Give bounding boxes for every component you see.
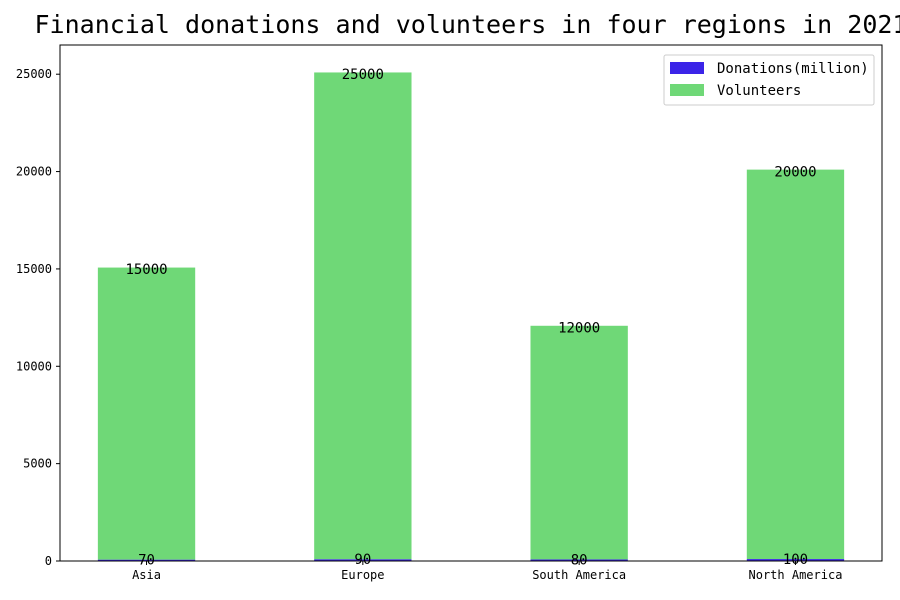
x-tick-label-2: South America xyxy=(532,568,626,582)
data-label-donations-2: 80 xyxy=(571,552,588,568)
legend-swatch-1 xyxy=(670,84,704,96)
legend: Donations(million) Volunteers xyxy=(663,54,875,106)
data-label-volunteers-3: 20000 xyxy=(774,165,816,181)
chart-title: Financial donations and volunteers in fo… xyxy=(34,10,900,39)
data-label-volunteers-0: 15000 xyxy=(125,262,167,278)
data-label-donations-1: 90 xyxy=(354,552,371,568)
bar-volunteers-0 xyxy=(97,267,196,560)
y-tick-label-5: 25000 xyxy=(16,67,52,81)
y-tick-label-1: 5000 xyxy=(23,457,52,471)
x-tick-label-3: North America xyxy=(749,568,843,582)
y-tick-label-3: 15000 xyxy=(16,262,52,276)
legend-box xyxy=(663,54,875,106)
plot-frame xyxy=(59,44,883,562)
bar-volunteers-3 xyxy=(746,169,845,560)
bar-volunteers-2 xyxy=(530,325,628,560)
data-label-donations-3: 100 xyxy=(783,552,808,568)
axes-layer: Asia Europe South America North America 0 500… xyxy=(16,67,843,582)
data-label-volunteers-2: 12000 xyxy=(558,320,600,336)
legend-swatch-0 xyxy=(670,62,704,74)
data-label-volunteers-1: 25000 xyxy=(342,67,384,83)
bar-volunteers-1 xyxy=(314,72,412,560)
y-tick-label-2: 10000 xyxy=(16,359,52,373)
bar-donations-3 xyxy=(746,559,845,561)
bars-layer xyxy=(97,72,845,561)
bar-donations-2 xyxy=(530,559,628,561)
legend-label-1: Volunteers xyxy=(717,83,801,99)
x-tick-label-1: Europe xyxy=(341,568,384,582)
bar-donations-1 xyxy=(314,559,412,561)
bar-donations-0 xyxy=(97,559,196,561)
y-tick-label-0: 0 xyxy=(45,554,52,568)
y-tick-label-4: 20000 xyxy=(16,165,52,179)
x-tick-label-0: Asia xyxy=(132,568,161,582)
legend-label-0: Donations(million) xyxy=(717,61,869,77)
